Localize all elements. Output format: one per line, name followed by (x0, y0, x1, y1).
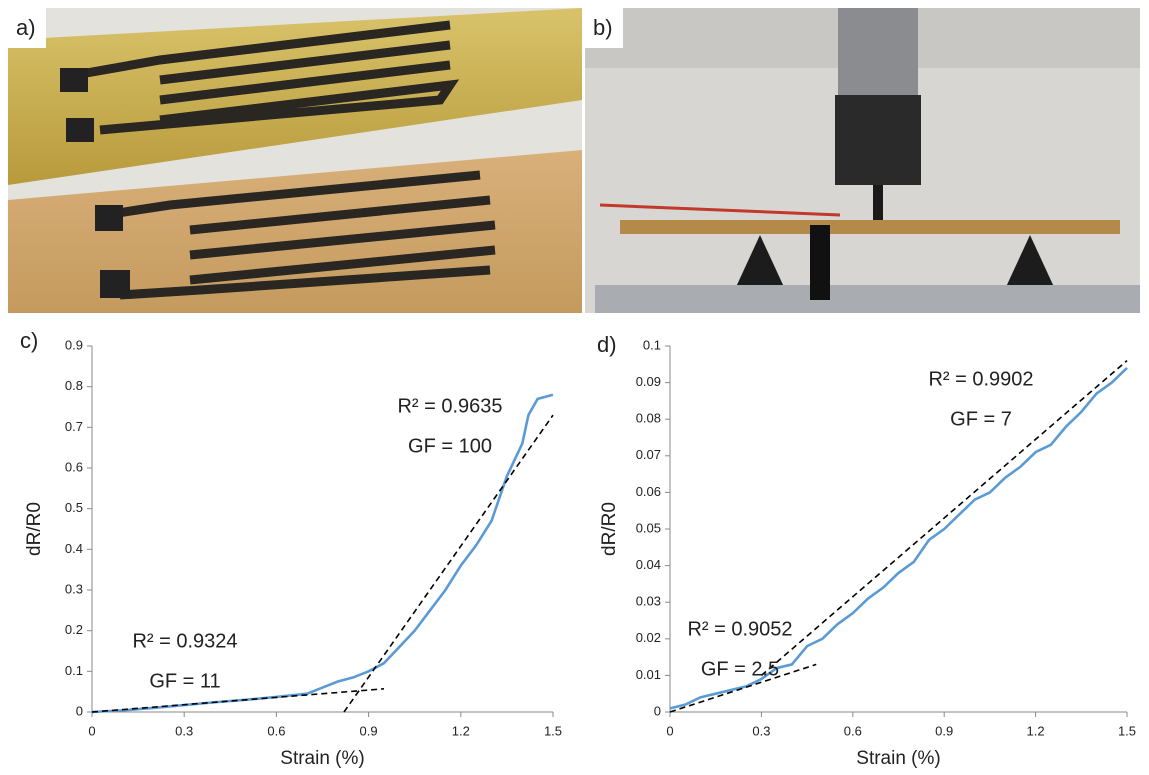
annotation: GF = 11 (149, 670, 220, 692)
y-tick-label: 0 (76, 703, 83, 718)
y-tick-label: 0.9 (65, 337, 83, 352)
x-tick-label: 0.3 (752, 723, 770, 738)
photo-sensors (8, 8, 582, 313)
y-tick-label: 0.3 (65, 581, 83, 596)
x-axis-title: Strain (%) (856, 748, 940, 769)
y-axis-title: dR/R0 (24, 502, 45, 556)
y-tick-label: 0.09 (636, 374, 661, 389)
trend-line (343, 414, 554, 713)
y-tick-label: 0.06 (636, 484, 661, 499)
x-tick-label: 0 (666, 723, 673, 738)
annotation: R² = 0.9902 (928, 368, 1033, 390)
x-tick-label: 0.3 (175, 723, 193, 738)
annotation: GF = 2.5 (701, 658, 779, 680)
x-tick-label: 1.5 (1118, 723, 1136, 738)
trend-line (669, 663, 817, 713)
trend-line (91, 688, 385, 713)
photo-test-setup (585, 8, 1140, 313)
y-tick-label: 0.1 (643, 337, 661, 352)
panel-label: c) (20, 328, 38, 353)
x-tick-label: 0.9 (360, 723, 378, 738)
x-axis-title: Strain (%) (280, 748, 364, 769)
y-tick-label: 0.01 (636, 667, 661, 682)
panel-label: d) (597, 332, 617, 357)
y-tick-label: 0.02 (636, 630, 661, 645)
x-tick-label: 1.2 (452, 723, 470, 738)
y-tick-label: 0.7 (65, 419, 83, 434)
x-tick-label: 0.6 (844, 723, 862, 738)
y-axis-title: dR/R0 (599, 502, 620, 556)
x-tick-label: 1.2 (1027, 723, 1045, 738)
x-tick-label: 1.5 (544, 723, 562, 738)
y-tick-label: 0 (654, 703, 661, 718)
annotation: R² = 0.9052 (687, 618, 792, 640)
x-tick-label: 0 (88, 723, 95, 738)
y-tick-label: 0.6 (65, 459, 83, 474)
trend-line (760, 360, 1128, 677)
annotation: R² = 0.9635 (397, 395, 502, 417)
y-tick-label: 0.03 (636, 594, 661, 609)
y-tick-label: 0.04 (636, 557, 661, 572)
y-tick-label: 0.2 (65, 622, 83, 637)
annotation: GF = 7 (950, 408, 1012, 430)
y-tick-label: 0.5 (65, 500, 83, 515)
panel-label: a) (16, 15, 36, 40)
annotation: R² = 0.9324 (132, 630, 237, 652)
annotation: GF = 100 (408, 435, 492, 457)
x-tick-label: 0.9 (935, 723, 953, 738)
panel-label: b) (593, 15, 613, 40)
y-tick-label: 0.08 (636, 411, 661, 426)
x-tick-label: 0.6 (267, 723, 285, 738)
y-tick-label: 0.4 (65, 541, 83, 556)
y-tick-label: 0.8 (65, 378, 83, 393)
y-tick-label: 0.1 (65, 663, 83, 678)
y-tick-label: 0.05 (636, 520, 661, 535)
y-tick-label: 0.07 (636, 447, 661, 462)
